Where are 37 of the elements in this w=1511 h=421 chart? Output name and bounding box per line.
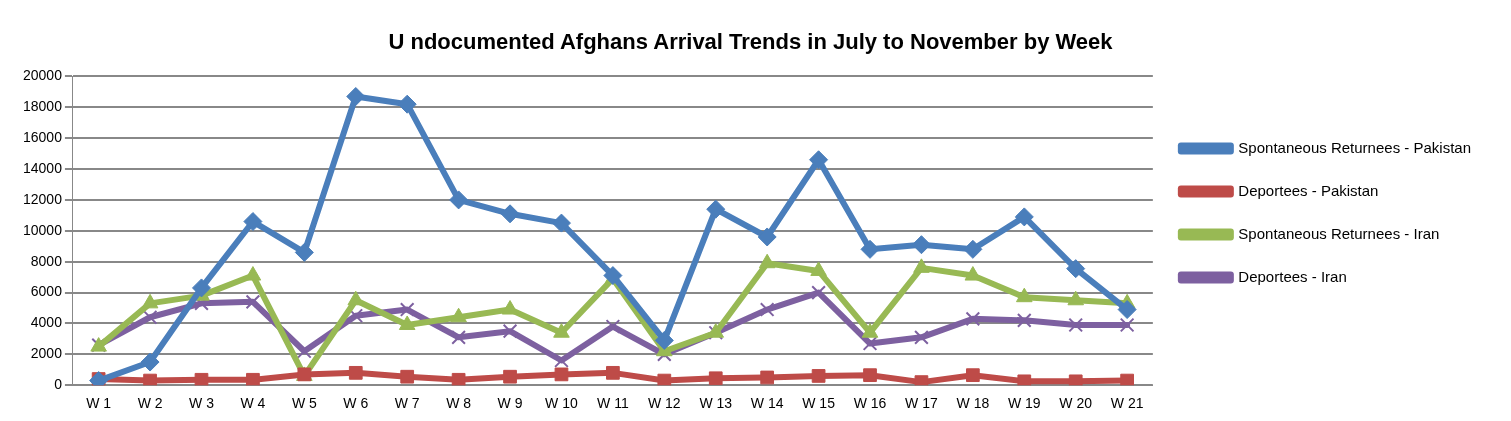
x-tick-label: W 2 bbox=[137, 395, 163, 412]
x-tick-label: W 7 bbox=[394, 395, 420, 412]
legend-label: Deportees - Iran bbox=[1238, 267, 1347, 285]
x-tick-label: W 6 bbox=[343, 395, 369, 412]
x-tick-label: W 17 bbox=[905, 395, 938, 412]
x-tick-label: W 18 bbox=[956, 395, 990, 412]
y-tick-label: 0 bbox=[54, 376, 63, 393]
x-tick-label: W 11 bbox=[597, 395, 629, 412]
legend-label: Spontaneous Returnees - Iran bbox=[1238, 224, 1440, 242]
x-tick-label: W 16 bbox=[853, 395, 887, 412]
x-tick-label: W 3 bbox=[189, 395, 215, 412]
x-tick-label: W 4 bbox=[240, 395, 266, 412]
x-tick-label: W 21 bbox=[1110, 395, 1144, 412]
y-tick-label: 14000 bbox=[22, 159, 63, 176]
y-tick-label: 16000 bbox=[22, 129, 63, 146]
y-tick-label: 10000 bbox=[22, 221, 63, 238]
x-tick-label: W 14 bbox=[750, 395, 784, 412]
x-tick-label: W 9 bbox=[497, 395, 523, 412]
x-tick-label: W 10 bbox=[545, 395, 579, 412]
y-tick-label: 20000 bbox=[22, 67, 63, 84]
x-tick-label: W 13 bbox=[699, 395, 733, 412]
x-tick-label: W 19 bbox=[1007, 395, 1041, 412]
x-tick-label: W 15 bbox=[802, 395, 836, 412]
x-tick-label: W 20 bbox=[1059, 395, 1093, 412]
chart-title: U ndocumented Afghans Arrival Trends in July to November by Week bbox=[388, 29, 1114, 55]
x-tick-label: W 12 bbox=[647, 395, 681, 412]
x-tick-label: W 1 bbox=[86, 395, 112, 412]
x-tick-label: W 8 bbox=[446, 395, 472, 412]
y-tick-label: 6000 bbox=[30, 283, 63, 300]
y-tick-label: 18000 bbox=[22, 98, 63, 115]
y-tick-label: 8000 bbox=[30, 252, 63, 269]
legend-label: Spontaneous Returnees - Pakistan bbox=[1238, 138, 1472, 156]
y-tick-label: 2000 bbox=[30, 345, 63, 362]
legend-label: Deportees - Pakistan bbox=[1238, 181, 1379, 199]
y-tick-label: 4000 bbox=[30, 314, 63, 331]
x-tick-label: W 5 bbox=[291, 395, 317, 412]
y-tick-label: 12000 bbox=[22, 190, 63, 207]
